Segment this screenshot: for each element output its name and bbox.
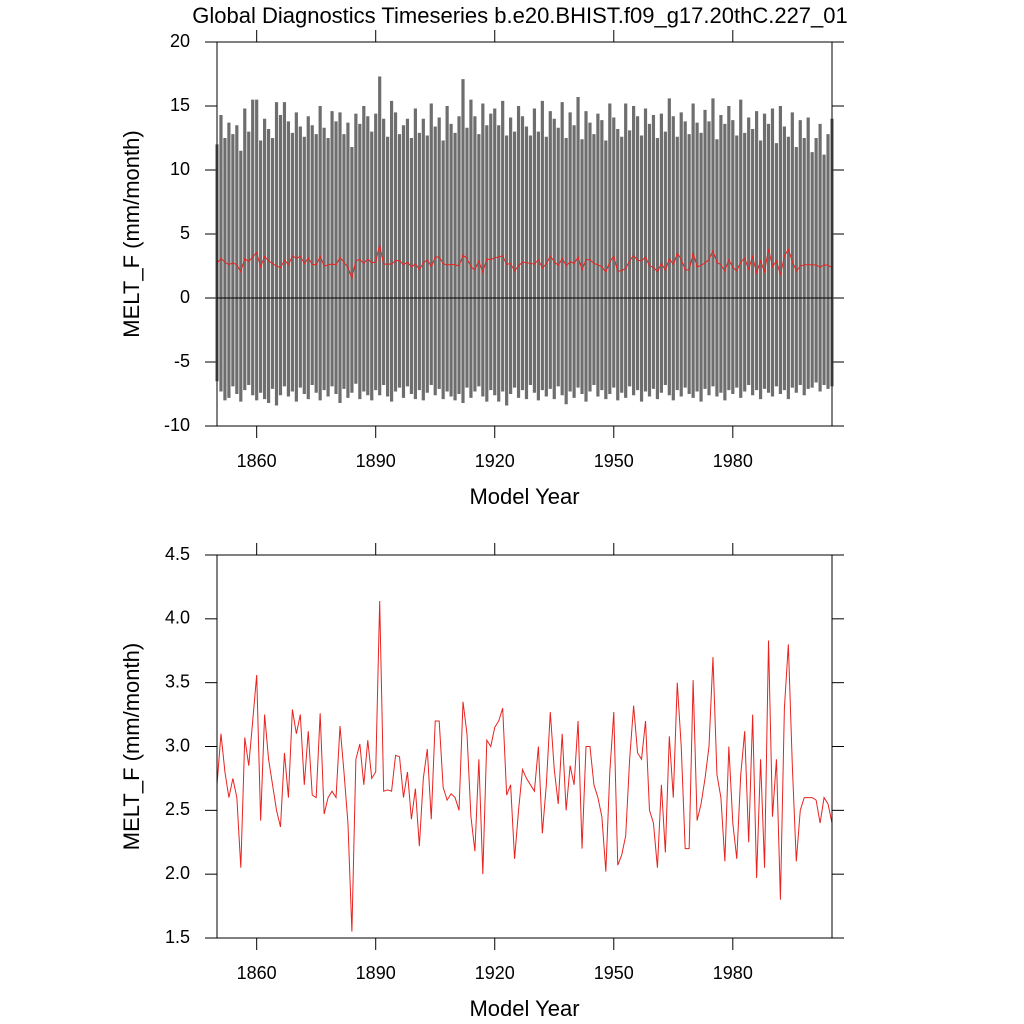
series-line [216, 244, 833, 280]
y-tick-label: 4.0 [165, 608, 190, 628]
x-tick-label: 1920 [475, 451, 515, 471]
y-axis-label: MELT_F (mm/month) [119, 643, 144, 850]
x-tick-label: 1980 [713, 963, 753, 983]
y-tick-label: 4.5 [165, 544, 190, 564]
y-axis-label: MELT_F (mm/month) [119, 130, 144, 337]
x-tick-label: 1860 [237, 451, 277, 471]
y-tick-label: 3.5 [165, 671, 190, 691]
y-tick-label: 20 [170, 31, 190, 51]
x-axis-label: Model Year [469, 484, 579, 509]
x-tick-label: 1950 [594, 451, 634, 471]
chart-title: Global Diagnostics Timeseries b.e20.BHIS… [192, 3, 848, 28]
y-tick-label: 15 [170, 95, 190, 115]
x-tick-label: 1950 [594, 963, 634, 983]
series-line [216, 600, 833, 932]
x-tick-label: 1920 [475, 963, 515, 983]
y-tick-label: -5 [174, 351, 190, 371]
y-tick-label: 3.0 [165, 735, 190, 755]
x-tick-label: 1860 [237, 963, 277, 983]
x-tick-label: 1980 [713, 451, 753, 471]
y-tick-label: 2.5 [165, 799, 190, 819]
y-tick-label: 5 [180, 223, 190, 243]
x-tick-label: 1890 [356, 963, 396, 983]
y-tick-label: 1.5 [165, 927, 190, 947]
y-tick-label: 10 [170, 159, 190, 179]
plot-frame [216, 554, 833, 939]
y-tick-label: -10 [164, 415, 190, 435]
plot-frame [216, 41, 833, 427]
x-tick-label: 1890 [356, 451, 396, 471]
y-tick-label: 2.0 [165, 863, 190, 883]
y-tick-label: 0 [180, 287, 190, 307]
x-axis-label: Model Year [469, 996, 579, 1021]
